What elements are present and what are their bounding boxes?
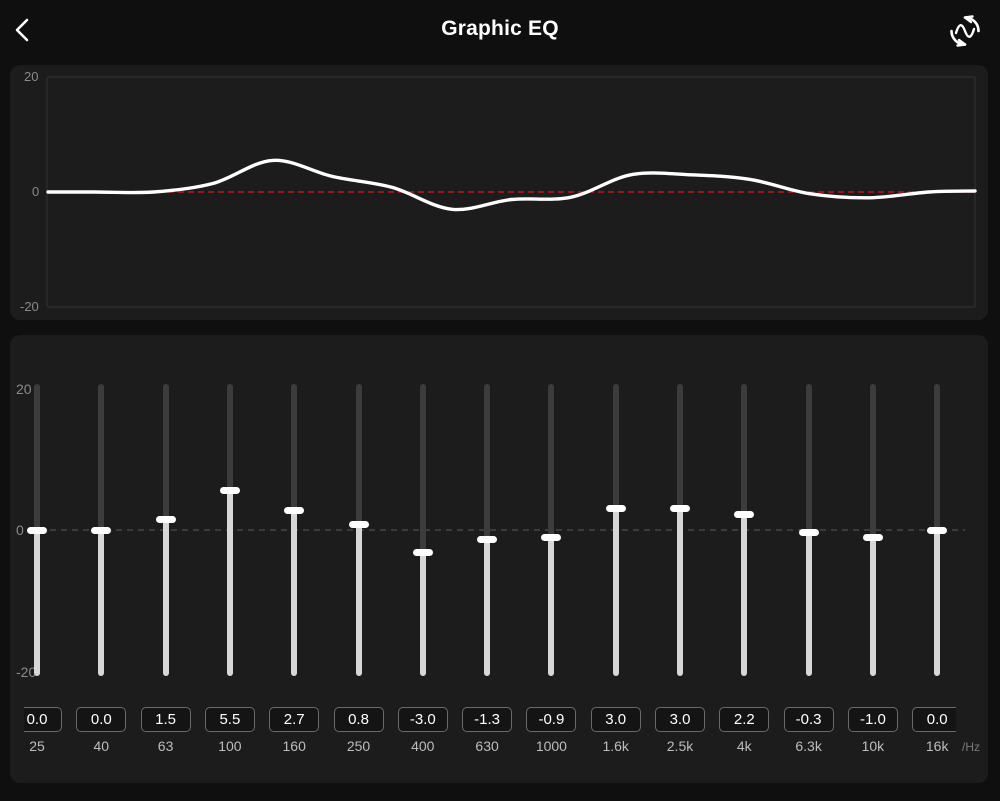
eq-slider[interactable] [219, 384, 240, 676]
eq-value-row: 0.0 0.0 1.5 5.5 2.7 0.8 -3.0 -1.3 -0.9 3.0 3.0 2.2-… [24, 706, 956, 736]
eq-curve-chart [46, 76, 977, 308]
slider-thumb[interactable] [91, 527, 112, 534]
page-title: Graphic EQ [441, 17, 559, 40]
slider-thumb[interactable] [605, 505, 626, 513]
band-frequency-label: 250 [346, 738, 371, 754]
slider-thumb[interactable] [27, 527, 47, 534]
band-frequency-label: 100 [218, 738, 242, 754]
band-value-box[interactable]: 1.5 [140, 707, 191, 732]
slider-y-min-label: -20 [16, 664, 37, 680]
slider-thumb[interactable] [862, 534, 883, 542]
slider-fill [162, 519, 169, 676]
slider-thumb[interactable] [798, 529, 819, 537]
slider-fill [355, 524, 362, 676]
band-value-box[interactable]: 0.0 [76, 707, 127, 732]
eq-slider[interactable] [927, 384, 948, 676]
slider-thumb[interactable] [927, 527, 948, 534]
eq-slider[interactable] [348, 384, 369, 676]
eq-slider[interactable] [605, 384, 626, 676]
band-value-box[interactable]: -3.0 [397, 707, 448, 732]
slider-fill [484, 539, 491, 676]
band-frequency-label: 400 [411, 738, 435, 754]
band-frequency-label: 1.6k [602, 738, 629, 754]
slider-fill [419, 551, 426, 676]
slider-track [548, 384, 555, 676]
band-frequency-label: 1000 [535, 738, 567, 754]
band-value-box[interactable]: -1.0 [847, 707, 898, 732]
band-frequency-label: 6.3k [795, 738, 822, 754]
band-value-box[interactable]: 0.8 [333, 707, 384, 732]
band-frequency-label: 160 [282, 738, 306, 754]
eq-slider[interactable] [862, 384, 883, 676]
slider-thumb[interactable] [284, 507, 305, 515]
eq-response-curve [46, 158, 977, 212]
curve-y-zero-label: 0 [32, 184, 40, 199]
slider-thumb[interactable] [734, 510, 755, 518]
slider-fill [612, 508, 619, 676]
band-value-box[interactable]: 0.0 [24, 707, 62, 732]
eq-slider[interactable] [284, 384, 305, 676]
slider-y-zero-label: 0 [16, 522, 24, 538]
slider-thumb[interactable] [155, 516, 176, 524]
band-frequency-label: 630 [475, 738, 499, 754]
slider-thumb[interactable] [219, 486, 240, 494]
header-bar: Graphic EQ [0, 0, 1000, 60]
band-value-box[interactable]: 3.0 [655, 707, 705, 732]
slider-thumb[interactable] [412, 548, 433, 556]
band-frequency-label: 4k [736, 738, 752, 754]
band-frequency-label: 2.5k [666, 738, 694, 754]
eq-slider[interactable] [477, 384, 498, 676]
slider-fill [934, 530, 941, 676]
slider-fill [805, 532, 812, 676]
slider-fill [34, 530, 40, 676]
slider-track [484, 384, 491, 676]
slider-thumb[interactable] [477, 536, 498, 544]
slider-thumb[interactable] [541, 533, 562, 541]
frequency-unit-label: /Hz [962, 740, 980, 754]
band-frequency-label: 63 [157, 738, 174, 754]
slider-fill [869, 537, 876, 676]
reset-curve-icon [950, 15, 980, 47]
eq-slider[interactable] [91, 384, 112, 676]
eq-slider[interactable] [412, 384, 433, 676]
band-frequency-label: 40 [93, 738, 110, 754]
band-value-box[interactable]: 0.0 [912, 707, 956, 732]
curve-y-max-label: 20 [24, 69, 39, 84]
slider-fill [677, 508, 683, 676]
eq-slider[interactable] [798, 384, 819, 676]
eq-slider[interactable] [155, 384, 176, 676]
slider-fill [226, 489, 233, 676]
band-value-box[interactable]: 3.0 [590, 707, 641, 732]
slider-y-max-label: 20 [16, 381, 32, 397]
band-frequency-label: 16k [925, 738, 949, 754]
eq-slider[interactable] [27, 384, 47, 676]
slider-thumb[interactable] [670, 505, 690, 513]
band-value-box[interactable]: 2.7 [269, 707, 320, 732]
slider-thumb[interactable] [348, 521, 369, 529]
slider-fill [98, 530, 105, 676]
band-value-box[interactable]: 5.5 [204, 707, 255, 732]
band-value-box[interactable]: -0.3 [783, 707, 834, 732]
slider-fill [291, 510, 298, 676]
curve-y-min-label: -20 [20, 299, 39, 314]
band-value-box[interactable]: -1.3 [462, 707, 513, 732]
eq-slider[interactable] [670, 384, 690, 676]
band-frequency-label: 25 [29, 738, 45, 754]
band-frequency-label: 10k [861, 738, 885, 754]
band-value-box[interactable]: 2.2 [719, 707, 770, 732]
eq-slider[interactable] [541, 384, 562, 676]
chevron-left-icon [15, 18, 29, 42]
band-value-box[interactable]: -0.9 [526, 707, 577, 732]
slider-fill [548, 536, 555, 676]
reset-curve-button[interactable] [946, 12, 984, 50]
slider-track [419, 384, 426, 676]
eq-slider[interactable] [734, 384, 755, 676]
back-button[interactable] [10, 12, 40, 48]
slider-track [869, 384, 876, 676]
slider-fill [741, 513, 748, 676]
